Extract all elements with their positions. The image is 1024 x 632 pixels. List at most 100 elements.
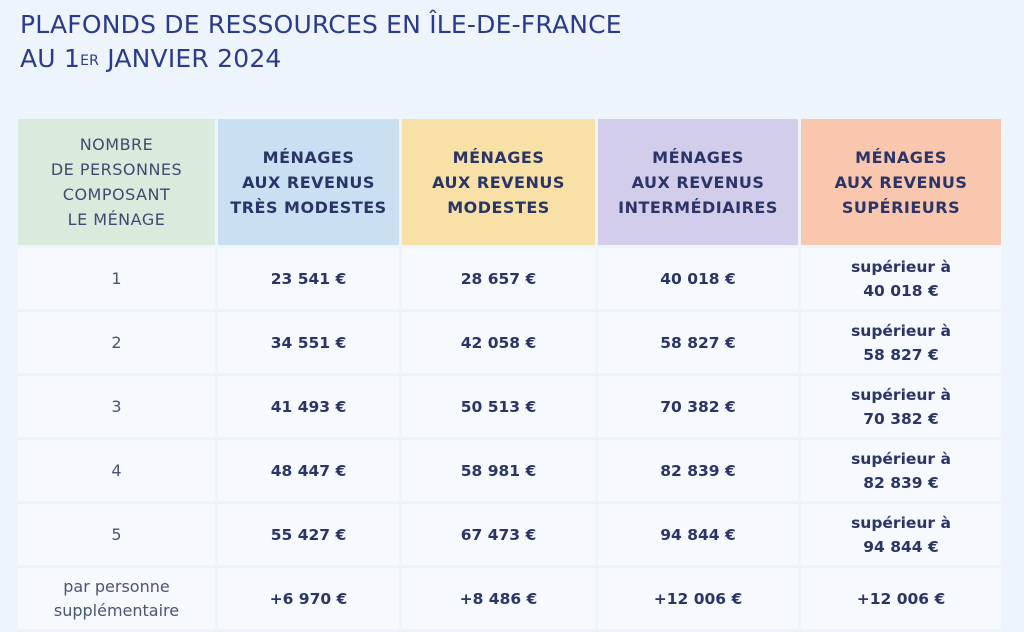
header-line: MÉNAGES [652, 147, 744, 167]
cell-text: 34 551 € [270, 333, 347, 352]
cell-text: 55 427 € [270, 525, 347, 544]
header-line: SUPÉRIEURS [841, 197, 961, 217]
household-size-cell: 2 [18, 312, 215, 373]
table-row-extra-person: par personne supplémentaire +6 970 € +8 486… [18, 568, 1001, 629]
cell-text: 2 [111, 332, 122, 352]
cell-text: +12 006 € [856, 589, 946, 608]
cell-text: 40 018 € [660, 269, 736, 288]
cell-text: supérieur à [851, 257, 951, 276]
table-row: 4 48 447 € 58 981 € 82 839 € supérieur à 82 8… [18, 440, 1001, 501]
threshold-cell-tres-modestes: 55 427 € [218, 504, 399, 565]
cell-text: 67 473 € [460, 525, 537, 544]
threshold-cell-superieurs: supérieur à 40 018 € [801, 248, 1001, 309]
cell-text: 50 513 € [460, 397, 537, 416]
cell-text: 70 382 € [660, 397, 736, 416]
header-line: DE PERSONNES [50, 160, 183, 179]
extra-cell-intermediaires: +12 006 € [598, 568, 798, 629]
cell-text: 40 018 € [863, 281, 939, 300]
cell-text: supérieur à [851, 513, 951, 532]
threshold-cell-superieurs: supérieur à 82 839 € [801, 440, 1001, 501]
header-line: COMPOSANT [62, 185, 171, 204]
cell-text: 28 657 € [460, 269, 537, 288]
household-size-cell: 1 [18, 248, 215, 309]
header-line: MÉNAGES [855, 147, 947, 167]
header-tres-modestes: MÉNAGES AUX REVENUS TRÈS MODESTES [218, 119, 399, 245]
threshold-cell-modestes: 58 981 € [402, 440, 595, 501]
cell-text: 23 541 € [270, 269, 347, 288]
table-row: 3 41 493 € 50 513 € 70 382 € supérieur à 70 3… [18, 376, 1001, 437]
threshold-cell-modestes: 50 513 € [402, 376, 595, 437]
table-row: 2 34 551 € 42 058 € 58 827 € supérieur à 58 8… [18, 312, 1001, 373]
page-title: PLAFONDS DE RESSOURCES EN ÎLE-DE-FRANCE … [20, 8, 622, 76]
cell-text: 42 058 € [460, 333, 537, 352]
cell-text: +8 486 € [459, 589, 538, 608]
threshold-cell-tres-modestes: 41 493 € [218, 376, 399, 437]
header-line: NOMBRE [79, 135, 154, 154]
extra-cell-superieurs: +12 006 € [801, 568, 1001, 629]
table-row: 1 23 541 € 28 657 € 40 018 € supérieur à 40 0… [18, 248, 1001, 309]
threshold-cell-superieurs: supérieur à 94 844 € [801, 504, 1001, 565]
threshold-cell-tres-modestes: 48 447 € [218, 440, 399, 501]
extra-cell-tres-modestes: +6 970 € [218, 568, 399, 629]
header-row: NOMBRE DE PERSONNES COMPOSANT LE MÉNAGE MÉNA… [18, 119, 1001, 245]
threshold-cell-modestes: 42 058 € [402, 312, 595, 373]
cell-text: 3 [111, 396, 122, 416]
header-line: AUX REVENUS [631, 172, 765, 192]
cell-text: 41 493 € [270, 397, 347, 416]
cell-text: supérieur à [851, 321, 951, 340]
title-superscript: ER [80, 53, 100, 69]
cell-text: +12 006 € [653, 589, 743, 608]
threshold-cell-superieurs: supérieur à 70 382 € [801, 376, 1001, 437]
header-intermediaires: MÉNAGES AUX REVENUS INTERMÉDIAIRES [598, 119, 798, 245]
cell-text: supplémentaire [53, 600, 180, 620]
title-line-1: PLAFONDS DE RESSOURCES EN ÎLE-DE-FRANCE [20, 10, 622, 39]
threshold-cell-intermediaires: 70 382 € [598, 376, 798, 437]
cell-text: 70 382 € [863, 409, 939, 428]
threshold-cell-intermediaires: 94 844 € [598, 504, 798, 565]
cell-text: 94 844 € [660, 525, 736, 544]
cell-text: 4 [111, 460, 122, 480]
title-prefix: AU 1 [20, 44, 81, 73]
cell-text: 82 839 € [660, 461, 736, 480]
cell-text: 5 [111, 524, 122, 544]
threshold-cell-modestes: 28 657 € [402, 248, 595, 309]
household-size-cell: 3 [18, 376, 215, 437]
threshold-cell-modestes: 67 473 € [402, 504, 595, 565]
threshold-cell-intermediaires: 82 839 € [598, 440, 798, 501]
header-superieurs: MÉNAGES AUX REVENUS SUPÉRIEURS [801, 119, 1001, 245]
header-line: LE MÉNAGE [67, 210, 166, 229]
household-size-cell: 4 [18, 440, 215, 501]
household-size-cell: 5 [18, 504, 215, 565]
header-modestes: MÉNAGES AUX REVENUS MODESTES [402, 119, 595, 245]
cell-text: 58 981 € [460, 461, 537, 480]
header-line: INTERMÉDIAIRES [618, 197, 778, 217]
income-thresholds-table: NOMBRE DE PERSONNES COMPOSANT LE MÉNAGE MÉNA… [15, 116, 1004, 632]
cell-text: 1 [111, 268, 122, 288]
threshold-cell-tres-modestes: 34 551 € [218, 312, 399, 373]
cell-text: 94 844 € [863, 537, 939, 556]
header-line: MÉNAGES [452, 147, 545, 167]
cell-text: 48 447 € [270, 461, 347, 480]
header-line: AUX REVENUS [834, 172, 968, 192]
header-line: TRÈS MODESTES [230, 197, 387, 217]
cell-text: +6 970 € [269, 589, 348, 608]
header-line: MODESTES [447, 197, 550, 217]
header-line: MÉNAGES [262, 147, 355, 167]
cell-text: supérieur à [851, 449, 951, 468]
cell-text: 58 827 € [863, 345, 939, 364]
threshold-cell-intermediaires: 40 018 € [598, 248, 798, 309]
header-household-size: NOMBRE DE PERSONNES COMPOSANT LE MÉNAGE [18, 119, 215, 245]
cell-text: supérieur à [851, 385, 951, 404]
cell-text: 58 827 € [660, 333, 736, 352]
threshold-cell-intermediaires: 58 827 € [598, 312, 798, 373]
header-line: AUX REVENUS [242, 172, 375, 192]
extra-person-label-cell: par personne supplémentaire [18, 568, 215, 629]
title-line-2: AU 1ER JANVIER 2024 [20, 42, 622, 76]
threshold-cell-tres-modestes: 23 541 € [218, 248, 399, 309]
cell-text: 82 839 € [863, 473, 939, 492]
table-row: 5 55 427 € 67 473 € 94 844 € supérieur à 94 8… [18, 504, 1001, 565]
title-suffix: JANVIER 2024 [99, 44, 282, 73]
threshold-cell-superieurs: supérieur à 58 827 € [801, 312, 1001, 373]
cell-text: par personne [63, 576, 170, 596]
header-line: AUX REVENUS [432, 172, 565, 192]
